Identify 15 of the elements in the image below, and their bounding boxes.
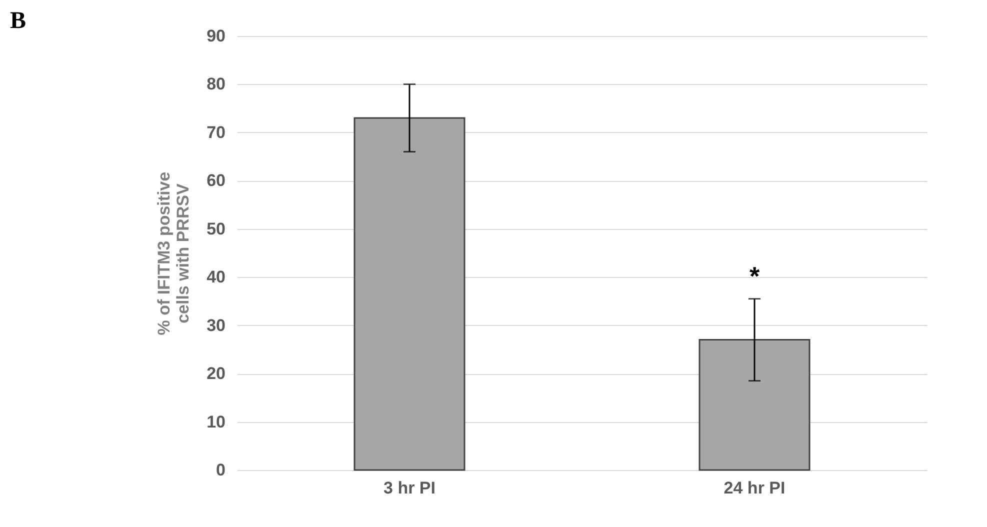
y-tick-label: 10: [206, 412, 226, 432]
y-axis-title: % of IFITM3 positive cells with PRRSV: [154, 172, 193, 336]
y-tick-label: 30: [206, 316, 226, 335]
x-tick-label: 3 hr PI: [384, 478, 436, 498]
y-tick-label: 40: [206, 268, 226, 287]
y-tick-label: 20: [206, 364, 226, 384]
y-tick-label: 80: [206, 74, 226, 94]
y-tick-label: 60: [206, 171, 226, 190]
y-tick-label: 70: [206, 122, 226, 142]
y-tick-label: 50: [206, 219, 226, 238]
annotation: *: [749, 260, 760, 291]
x-tick-label: 24 hr PI: [724, 478, 786, 498]
text: B: [10, 8, 26, 35]
y-tick-label: 90: [206, 26, 226, 46]
y-tick-label: 0: [216, 460, 226, 480]
